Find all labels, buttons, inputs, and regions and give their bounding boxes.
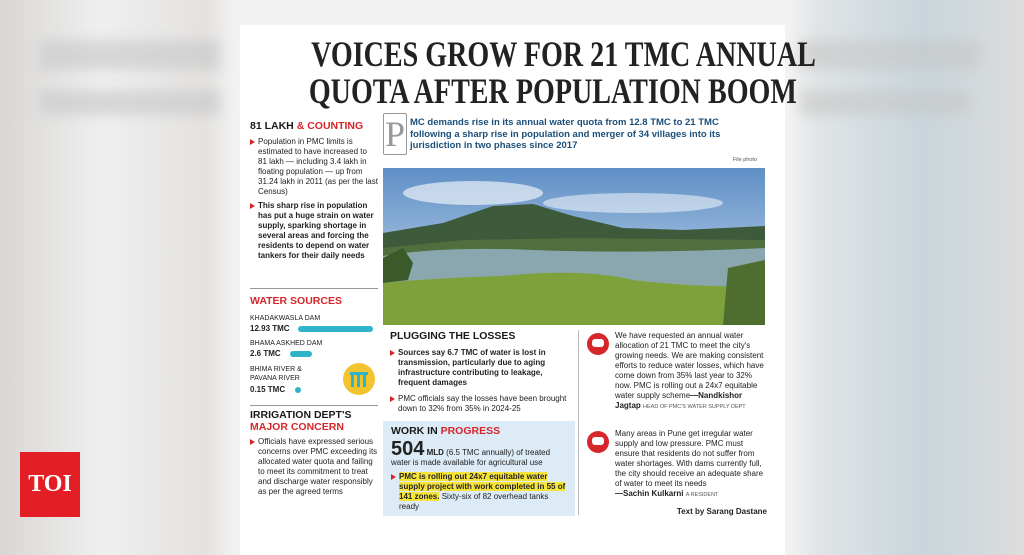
blur xyxy=(40,40,220,70)
article: VOICES GROW FOR 21 TMC ANNUAL QUOTA AFTE… xyxy=(240,25,816,555)
source-name: BHAMA ASKHED DAM xyxy=(250,340,323,347)
bullets: Population in PMC limits is estimated to… xyxy=(250,137,378,261)
quote-author: —Sachin Kulkarni xyxy=(615,489,684,498)
drop-cap: P xyxy=(383,113,407,155)
left-column: 81 LAKH & COUNTING Population in PMC lim… xyxy=(250,120,378,265)
rule xyxy=(250,405,378,406)
text: Sixty-six of 82 overhead tanks ready xyxy=(399,492,549,511)
unit: MLD xyxy=(426,448,444,457)
bullet: Officials have expressed serious concern… xyxy=(250,437,378,497)
quote-icon xyxy=(587,431,609,453)
source-name: KHADAKWASLA DAM xyxy=(250,315,321,322)
plugging: PLUGGING THE LOSSES Sources say 6.7 TMC … xyxy=(390,330,575,418)
bullet: PMC is rolling out 24x7 equitable water … xyxy=(391,472,569,512)
source-bar xyxy=(290,351,312,357)
source-name: BHIMA RIVER & PAVANA RIVER xyxy=(250,366,302,382)
highlight: PMC is rolling out 24x7 equitable water … xyxy=(399,472,566,501)
photo-credit: File photo xyxy=(732,157,757,163)
quote-role: A RESIDENT xyxy=(685,492,719,498)
source-bar xyxy=(295,387,301,393)
source-value: 2.6 TMC xyxy=(250,349,281,358)
section-title: WATER SOURCES xyxy=(250,295,342,307)
quote-author: —Nandkishor Jagtap xyxy=(615,391,743,410)
big-number: 504 xyxy=(391,438,425,460)
lede-text: MC demands rise in its annual water quot… xyxy=(410,117,721,151)
logo: TOI xyxy=(20,452,80,517)
source-value: 12.93 TMC xyxy=(250,324,290,333)
rule xyxy=(250,288,378,289)
bullets: Officials have expressed serious concern… xyxy=(250,437,378,497)
quote-role: HEAD OF PMC'S WATER SUPPLY DEPT xyxy=(643,404,746,410)
section-title: PLUGGING THE LOSSES xyxy=(390,330,516,342)
bullet: PMC officials say the losses have been b… xyxy=(390,394,575,414)
irrigation: IRRIGATION DEPT'S MAJOR CONCERN Official… xyxy=(250,409,378,501)
quote-icon xyxy=(587,333,609,355)
section-title: MAJOR CONCERN xyxy=(250,421,344,433)
divider xyxy=(578,330,579,515)
section-title: IRRIGATION DEPT'S xyxy=(250,409,352,421)
headline: VOICES GROW FOR 21 TMC ANNUAL xyxy=(311,34,816,74)
quote-text: Many areas in Pune get irregular water s… xyxy=(615,429,764,488)
quote: Many areas in Pune get irregular water s… xyxy=(615,429,765,500)
water-icon xyxy=(343,363,375,395)
source-value: 0.15 TMC xyxy=(250,385,286,394)
text: (6.5 TMC annually) of treated water is m… xyxy=(391,448,551,467)
source-bar xyxy=(298,326,373,332)
quote: We have requested an annual water alloca… xyxy=(615,331,765,412)
bullet: Population in PMC limits is estimated to… xyxy=(250,137,378,197)
headline: QUOTA AFTER POPULATION BOOM xyxy=(308,71,797,111)
blur xyxy=(800,90,970,115)
quote-text: We have requested an annual water alloca… xyxy=(615,331,764,400)
bullet: This sharp rise in population has put a … xyxy=(250,201,378,261)
section-title: WORK IN PROGRESS xyxy=(391,425,501,437)
section-title: 81 LAKH & COUNTING xyxy=(250,120,364,132)
blur xyxy=(800,40,980,70)
lede: P MC demands rise in its annual water qu… xyxy=(383,113,765,167)
byline: Text by Sarang Dastane xyxy=(676,507,767,516)
bullets: Sources say 6.7 TMC of water is lost in … xyxy=(390,348,575,414)
bullet: PMC is rolling out 24x7 equitable water … xyxy=(391,472,569,512)
water-sources: WATER SOURCES KHADAKWASLA DAM 12.93 TMC … xyxy=(250,295,378,403)
photo xyxy=(383,168,765,325)
work-in-progress: WORK IN PROGRESS 504 MLD (6.5 TMC annual… xyxy=(383,421,575,516)
bullet: Sources say 6.7 TMC of water is lost in … xyxy=(390,348,575,388)
work-text: 504 MLD (6.5 TMC annually) of treated wa… xyxy=(391,438,569,468)
blur xyxy=(40,90,220,115)
